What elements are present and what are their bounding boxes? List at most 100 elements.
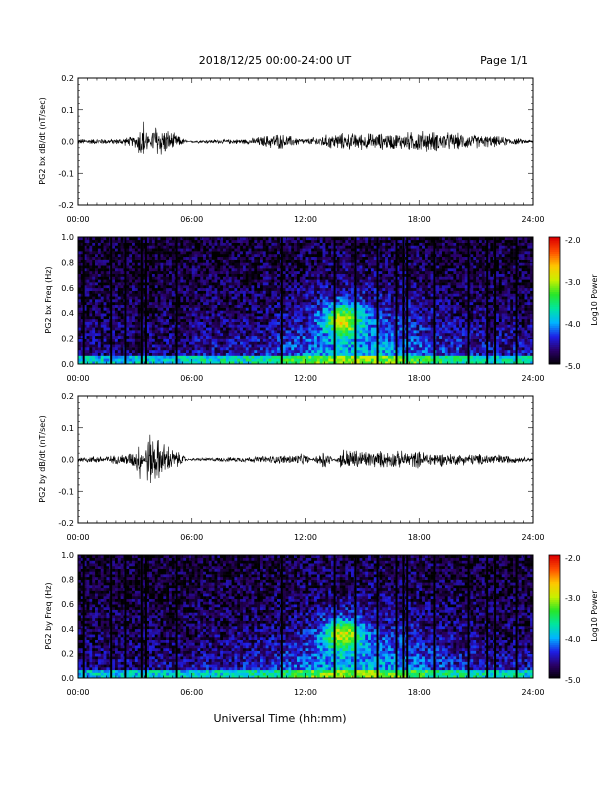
spectrogram-cell [240,248,243,251]
spectrogram-cell [95,344,98,347]
spectrogram-cell [342,257,345,260]
spectrogram-cell [306,262,309,265]
spectrogram-cell [371,296,374,299]
spectrogram-cell [115,299,118,302]
spectrogram-cell [294,313,297,316]
spectrogram-cell [249,341,252,344]
spectrogram-cell [362,310,365,313]
spectrogram-cell [180,265,183,268]
spectrogram-cell [87,296,90,299]
spectrogram-cell [274,316,277,319]
spectrogram-cell [351,299,354,302]
spectrogram-cell [271,322,274,325]
spectrogram-cell [101,299,104,302]
spectrogram-cell [286,282,289,285]
spectrogram-cell [212,353,215,356]
spectrogram-cell [274,324,277,327]
spectrogram-cell [206,302,209,305]
spectrogram-cell [266,282,269,285]
spectrogram-cell [357,285,360,288]
spectrogram-cell [101,248,104,251]
spectrogram-cell [232,324,235,327]
spectrogram-cell [149,285,152,288]
spectrogram-cell [192,344,195,347]
spectrogram-cell [229,336,232,339]
spectrogram-cell [180,310,183,313]
spectrogram-cell [283,353,286,356]
spectrogram-cell [180,324,183,327]
spectrogram-cell [172,285,175,288]
spectrogram-cell [189,254,192,257]
spectrogram-cell [217,299,220,302]
spectrogram-cell [200,336,203,339]
spectrogram-cell [89,347,92,350]
spectrogram-cell [217,248,220,251]
spectrogram-cell [183,305,186,308]
spectrogram-cell [223,308,226,311]
spectrogram-cell [274,319,277,322]
spectrogram-cell [89,305,92,308]
spectrogram-cell [306,356,309,359]
spectrogram-cell [183,344,186,347]
spectrogram-cell [229,327,232,330]
spectrogram-cell [325,341,328,344]
spectrogram-cell [126,324,129,327]
spectrogram-cell [320,305,323,308]
spectrogram-cell [87,265,90,268]
spectrogram-cell [135,243,138,246]
spectrogram-cell [317,322,320,325]
spectrogram-cell [308,347,311,350]
spectrogram-cell [274,291,277,294]
spectrogram-cell [283,243,286,246]
spectrogram-cell [317,288,320,291]
spectrogram-cell [303,245,306,248]
spectrogram-cell [371,305,374,308]
spectrogram-cell [357,358,360,361]
spectrogram-cell [209,251,212,254]
spectrogram-cell [209,356,212,359]
spectrogram-cell [166,260,169,263]
spectrogram-cell [192,260,195,263]
spectrogram-cell [311,308,314,311]
spectrogram-cell [212,288,215,291]
spectrogram-cell [106,336,109,339]
spectrogram-cell [192,282,195,285]
spectrogram-cell [183,336,186,339]
spectrogram-cell [342,285,345,288]
spectrogram-cell [189,350,192,353]
spectrogram-cell [106,288,109,291]
spectrogram-cell [374,341,377,344]
spectrogram-cell [215,308,218,311]
spectrogram-cell [197,330,200,333]
spectrogram-cell [266,248,269,251]
spectrogram-cell [163,341,166,344]
spectrogram-cell [112,358,115,361]
spectrogram-cell [269,254,272,257]
spectrogram-cell [379,305,382,308]
spectrogram-cell [87,310,90,313]
spectrogram-cell [232,327,235,330]
spectrogram-cell [368,353,371,356]
spectrogram-cell [308,310,311,313]
spectrogram-cell [283,319,286,322]
spectrogram-cell [263,285,266,288]
spectrogram-cell [89,356,92,359]
spectrogram-cell [323,353,326,356]
spectrogram-cell [132,310,135,313]
spectrogram-cell [379,358,382,361]
spectrogram-cell [382,347,385,350]
spectrogram-cell [87,268,90,271]
spectrogram-cell [323,285,326,288]
spectrogram-cell [186,302,189,305]
spectrogram-cell [129,293,132,296]
spectrogram-cell [212,296,215,299]
spectrogram-cell [371,248,374,251]
spectrogram-cell [158,245,161,248]
spectrogram-cell [163,302,166,305]
spectrogram-cell [138,302,141,305]
spectrogram-cell [243,330,246,333]
spectrogram-cell [135,319,138,322]
spectrogram-cell [357,245,360,248]
spectrogram-cell [166,251,169,254]
spectrogram-cell [308,356,311,359]
